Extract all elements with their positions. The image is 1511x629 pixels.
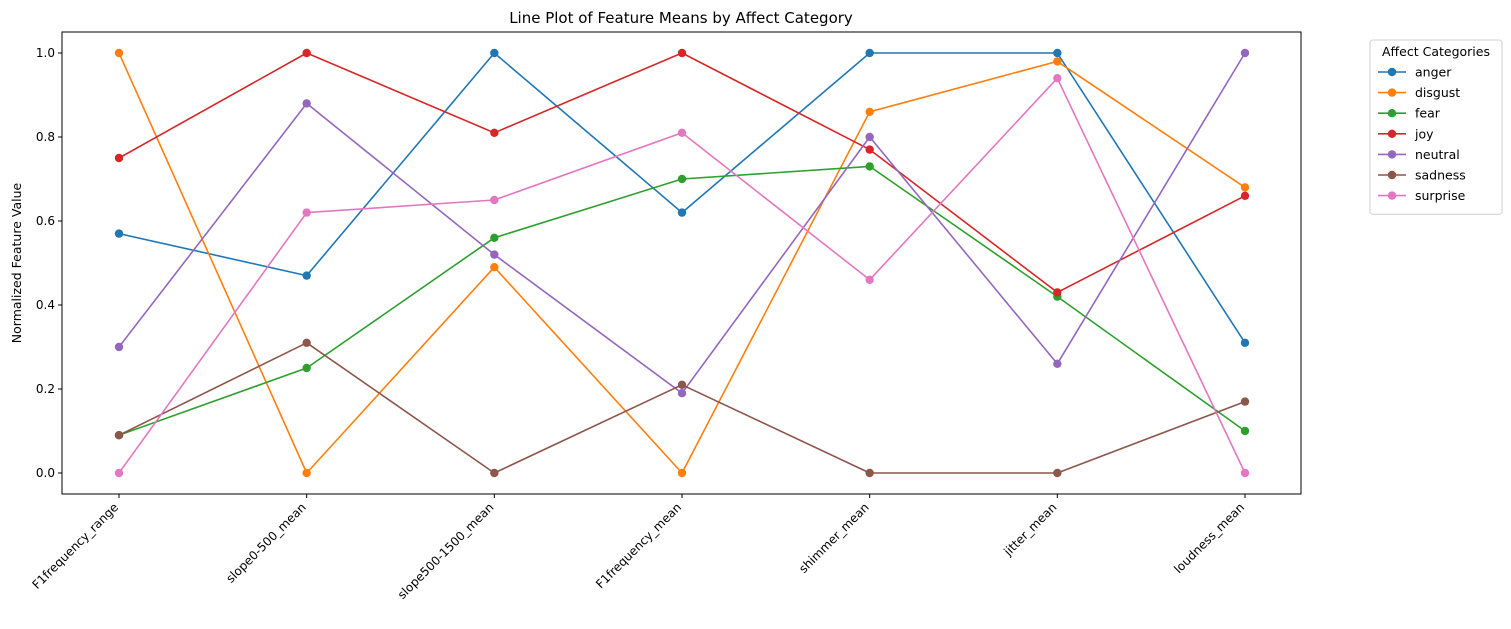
series-surprise bbox=[114, 74, 1250, 478]
legend-marker bbox=[1387, 109, 1397, 118]
data-point bbox=[490, 233, 499, 242]
legend-label-neutral: neutral bbox=[1415, 147, 1460, 162]
y-tick-label: 0.8 bbox=[36, 130, 55, 144]
data-point bbox=[865, 162, 874, 171]
x-tick-label: slope0-500_mean bbox=[223, 500, 308, 585]
legend-label-sadness: sadness bbox=[1415, 168, 1466, 183]
data-point bbox=[1240, 338, 1250, 347]
data-point bbox=[677, 174, 687, 184]
legend-marker bbox=[1387, 150, 1397, 159]
data-point bbox=[865, 48, 874, 58]
data-point bbox=[1240, 397, 1250, 406]
axes: 0.0 0.2 0.4 0.6 0.8 1.0 F1frequency_range slope… bbox=[29, 46, 1247, 602]
data-point bbox=[114, 468, 124, 478]
legend-label-surprise: surprise bbox=[1415, 188, 1466, 203]
series-layer bbox=[114, 48, 1250, 478]
x-tick-label: loudness_mean bbox=[1171, 500, 1247, 576]
data-point bbox=[1053, 48, 1062, 58]
data-point bbox=[114, 48, 124, 58]
series-line-anger bbox=[118, 52, 1246, 344]
data-point bbox=[677, 48, 687, 58]
legend-title: Affect Categories bbox=[1382, 44, 1490, 59]
series-joy bbox=[114, 48, 1250, 297]
legend-label-fear: fear bbox=[1415, 106, 1441, 121]
y-tick-label: 0.6 bbox=[36, 214, 55, 228]
data-point bbox=[302, 99, 311, 108]
series-line-neutral bbox=[118, 52, 1246, 395]
data-point bbox=[490, 263, 499, 272]
data-point bbox=[1240, 191, 1250, 200]
data-point bbox=[490, 250, 499, 259]
data-point bbox=[1240, 426, 1250, 436]
data-point bbox=[677, 128, 687, 137]
y-tick-label: 0.0 bbox=[36, 466, 55, 480]
x-tick-label: shimmer_mean bbox=[796, 500, 872, 576]
data-point bbox=[114, 431, 124, 440]
plot-frame bbox=[61, 31, 1302, 495]
data-point bbox=[1240, 183, 1250, 192]
legend-marker bbox=[1387, 88, 1397, 97]
data-point bbox=[1053, 74, 1062, 83]
x-tick-label: F1frequency_mean bbox=[593, 500, 684, 591]
x-tick-label: F1frequency_range bbox=[29, 500, 121, 592]
series-fear bbox=[114, 162, 1250, 440]
legend-box bbox=[1369, 39, 1503, 215]
legend-marker bbox=[1387, 129, 1397, 138]
data-point bbox=[114, 342, 124, 352]
series-neutral bbox=[114, 48, 1250, 398]
y-tick-label: 0.2 bbox=[36, 382, 55, 396]
data-point bbox=[302, 48, 311, 58]
data-point bbox=[490, 48, 499, 58]
y-tick-label: 1.0 bbox=[36, 46, 55, 60]
data-point bbox=[114, 153, 124, 163]
legend: Affect Categories anger disgust fear joy neut… bbox=[1369, 39, 1503, 215]
legend-marker bbox=[1387, 191, 1397, 200]
data-point bbox=[865, 468, 874, 478]
data-point bbox=[490, 195, 499, 205]
data-point bbox=[677, 208, 687, 217]
data-point bbox=[865, 132, 874, 142]
data-point bbox=[114, 229, 124, 238]
data-point bbox=[302, 363, 311, 373]
data-point bbox=[1053, 288, 1062, 297]
data-point bbox=[302, 271, 311, 280]
data-point bbox=[677, 380, 687, 389]
data-point bbox=[1240, 468, 1250, 478]
series-line-surprise bbox=[118, 77, 1246, 474]
legend-label-anger: anger bbox=[1415, 65, 1452, 80]
x-tick-label: slope500-1500_mean bbox=[395, 500, 497, 602]
data-point bbox=[865, 145, 874, 154]
legend-label-joy: joy bbox=[1414, 126, 1434, 141]
y-axis-title: Normalized Feature Value bbox=[9, 182, 24, 343]
series-line-joy bbox=[118, 52, 1246, 294]
chart-title: Line Plot of Feature Means by Affect Cat… bbox=[509, 9, 853, 27]
legend-marker bbox=[1387, 67, 1397, 77]
data-point bbox=[302, 468, 311, 478]
data-point bbox=[490, 468, 499, 478]
data-point bbox=[677, 389, 687, 398]
data-point bbox=[302, 208, 311, 217]
data-point bbox=[1053, 359, 1062, 368]
data-point bbox=[1053, 57, 1062, 66]
y-tick-label: 0.4 bbox=[36, 298, 55, 312]
series-disgust bbox=[114, 48, 1250, 478]
series-anger bbox=[114, 48, 1250, 347]
data-point bbox=[865, 107, 874, 117]
series-sadness bbox=[114, 338, 1250, 478]
x-tick-label: jitter_mean bbox=[1000, 500, 1059, 559]
series-line-sadness bbox=[118, 341, 1246, 474]
data-point bbox=[865, 275, 874, 284]
data-point bbox=[677, 468, 687, 478]
data-point bbox=[1053, 468, 1062, 478]
legend-marker bbox=[1387, 170, 1397, 180]
data-point bbox=[490, 128, 499, 137]
data-point bbox=[1240, 48, 1250, 58]
legend-label-disgust: disgust bbox=[1415, 85, 1460, 100]
data-point bbox=[302, 338, 311, 347]
